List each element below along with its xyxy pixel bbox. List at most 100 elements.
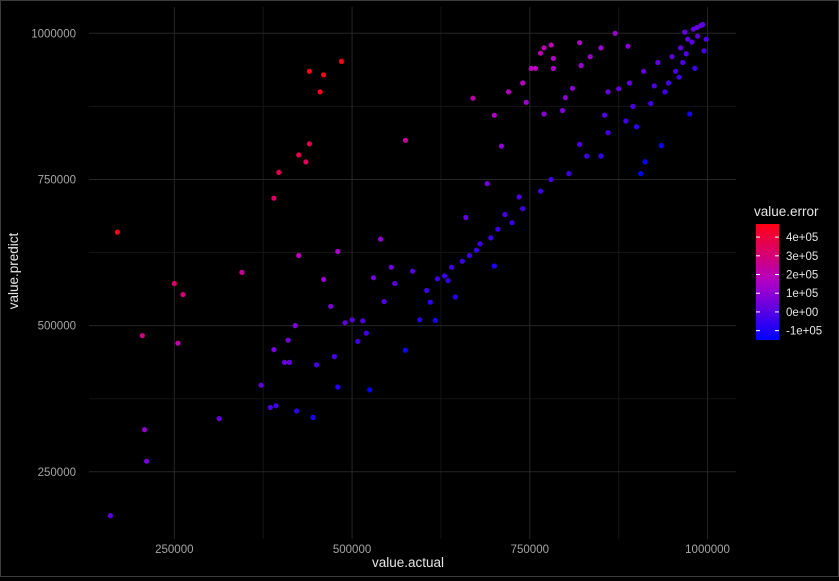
data-point — [342, 320, 348, 326]
data-point — [577, 40, 583, 46]
data-point — [651, 83, 657, 89]
data-point — [349, 317, 355, 323]
data-point — [505, 89, 512, 95]
legend-label: 0e+00 — [786, 307, 818, 319]
data-point — [402, 137, 408, 143]
data-point — [584, 153, 590, 159]
legend-labels: 4e+05 3e+05 2e+05 1e+05 0e+00 -1e+05 — [756, 232, 822, 338]
data-point — [306, 68, 312, 74]
data-point — [665, 80, 672, 86]
y-tick-label: 500000 — [38, 321, 76, 333]
data-point — [633, 124, 640, 130]
data-point — [463, 214, 469, 221]
data-point — [239, 269, 245, 275]
data-point — [677, 45, 684, 51]
data-point — [680, 59, 686, 66]
data-point — [541, 111, 547, 117]
data-point — [377, 236, 384, 242]
data-point — [180, 292, 186, 298]
data-point — [550, 65, 556, 71]
data-point — [216, 416, 222, 422]
data-point — [616, 86, 622, 92]
data-point — [477, 241, 483, 247]
data-point — [427, 299, 433, 305]
data-point — [695, 33, 701, 39]
data-point — [303, 159, 309, 165]
x-tick-label: 750000 — [511, 544, 549, 556]
x-tick-label: 1000000 — [685, 544, 730, 556]
data-point — [171, 280, 177, 287]
data-point — [292, 323, 298, 329]
data-point — [642, 159, 648, 165]
data-point — [449, 264, 455, 270]
legend-label: -1e+05 — [786, 326, 822, 338]
data-point — [562, 95, 569, 101]
x-tick-label: 500000 — [333, 544, 371, 556]
data-point — [598, 45, 604, 51]
data-point — [139, 333, 145, 339]
data-point — [495, 226, 501, 232]
data-point — [388, 264, 394, 270]
data-point — [491, 263, 497, 269]
data-point — [271, 195, 277, 201]
data-point — [335, 248, 341, 254]
data-point — [676, 74, 682, 80]
data-point — [537, 50, 544, 56]
x-axis-title: value.actual — [372, 555, 444, 570]
data-point — [648, 100, 654, 107]
data-point — [392, 280, 398, 287]
data-point — [559, 107, 566, 114]
data-point — [360, 318, 366, 324]
data-point — [402, 347, 408, 353]
data-point — [417, 317, 423, 323]
data-point — [285, 337, 291, 343]
data-point — [370, 275, 376, 281]
data-point — [638, 171, 644, 177]
data-point — [703, 36, 709, 42]
data-point — [550, 55, 556, 62]
data-point — [520, 80, 526, 86]
data-point — [271, 347, 277, 353]
x-axis-ticks: 250000 500000 750000 1000000 — [155, 544, 730, 556]
data-point — [641, 68, 647, 74]
data-point — [306, 141, 312, 147]
data-point — [548, 42, 554, 48]
data-point — [692, 65, 698, 71]
data-point — [623, 118, 629, 124]
data-points — [107, 21, 709, 519]
y-tick-label: 750000 — [38, 174, 76, 186]
data-point — [409, 268, 416, 274]
data-point — [432, 317, 438, 323]
data-point — [528, 65, 534, 71]
grid — [89, 7, 736, 539]
data-point — [683, 51, 689, 57]
data-point — [605, 89, 611, 95]
data-point — [434, 276, 440, 282]
data-point — [701, 48, 707, 54]
y-tick-label: 1000000 — [31, 28, 76, 40]
data-point — [286, 359, 293, 365]
data-point — [516, 194, 522, 200]
data-point — [491, 112, 497, 118]
data-point — [577, 141, 583, 147]
data-point — [673, 68, 679, 74]
data-point — [470, 95, 476, 101]
data-point — [441, 273, 448, 279]
data-point — [566, 171, 572, 177]
legend-label: 1e+05 — [786, 288, 818, 300]
data-point — [331, 354, 337, 360]
data-point — [537, 188, 544, 194]
data-point — [141, 427, 148, 433]
data-point — [381, 299, 387, 305]
data-point — [509, 220, 515, 226]
data-point — [520, 206, 526, 212]
y-axis-ticks: 250000 500000 750000 1000000 — [31, 28, 76, 478]
data-point — [363, 330, 369, 336]
data-point — [296, 252, 302, 259]
data-point — [484, 181, 490, 187]
data-point — [276, 169, 282, 175]
data-point — [655, 59, 661, 66]
data-point — [488, 235, 494, 241]
data-point — [321, 276, 327, 282]
data-point — [625, 43, 631, 49]
